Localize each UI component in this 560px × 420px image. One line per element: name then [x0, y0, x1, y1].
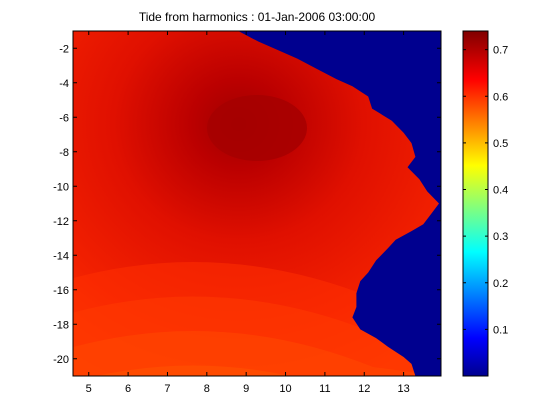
- x-tick-label: 10: [279, 383, 291, 395]
- colorbar-tick-label: 0.1: [493, 324, 508, 336]
- colorbar-axis: 0.1 0.2 0.3 0.4 0.5 0.6 0.7: [463, 45, 508, 336]
- colorbar-tick-label: 0.5: [493, 138, 508, 150]
- x-tick-label: 8: [204, 383, 210, 395]
- colorbar-tick-label: 0.7: [493, 45, 508, 57]
- x-tick-label: 13: [397, 383, 409, 395]
- y-tick-label: -8: [59, 147, 69, 159]
- colorbar: [462, 30, 489, 377]
- y-tick-label: -16: [53, 285, 69, 297]
- y-tick-label: -12: [53, 216, 69, 228]
- y-axis: -2 -4 -6 -8 -10 -12 -14 -16 -18 -20: [53, 43, 441, 366]
- y-tick-label: -10: [53, 181, 69, 193]
- x-tick-label: 9: [243, 383, 249, 395]
- land-mask: [238, 31, 441, 376]
- y-tick-label: -4: [59, 78, 69, 90]
- y-tick-label: -18: [53, 319, 69, 331]
- x-tick-label: 5: [86, 383, 92, 395]
- plot-area: [73, 31, 441, 376]
- colorbar-tick-label: 0.4: [493, 185, 508, 197]
- y-tick-label: -20: [53, 354, 69, 366]
- x-tick-label: 7: [164, 383, 170, 395]
- colorbar-tick-label: 0.6: [493, 91, 508, 103]
- x-tick-label: 11: [319, 383, 330, 395]
- x-tick-label: 6: [125, 383, 131, 395]
- tide-maximum-region: [207, 95, 307, 161]
- x-tick-label: 12: [358, 383, 370, 395]
- colorbar-tick-label: 0.2: [493, 278, 508, 290]
- y-tick-label: -14: [53, 250, 69, 262]
- plot-frame: [72, 30, 442, 377]
- y-tick-label: -6: [59, 112, 69, 124]
- y-tick-label: -2: [59, 43, 69, 55]
- amplitude-band: [73, 365, 441, 376]
- x-axis: 5 6 7 8 9 10 11 12 13: [86, 31, 410, 395]
- chart-title: Tide from harmonics : 01-Jan-2006 03:00:…: [139, 10, 376, 24]
- colorbar-tick-label: 0.3: [493, 231, 508, 243]
- amplitude-bands: [73, 262, 441, 376]
- amplitude-band: [73, 331, 441, 376]
